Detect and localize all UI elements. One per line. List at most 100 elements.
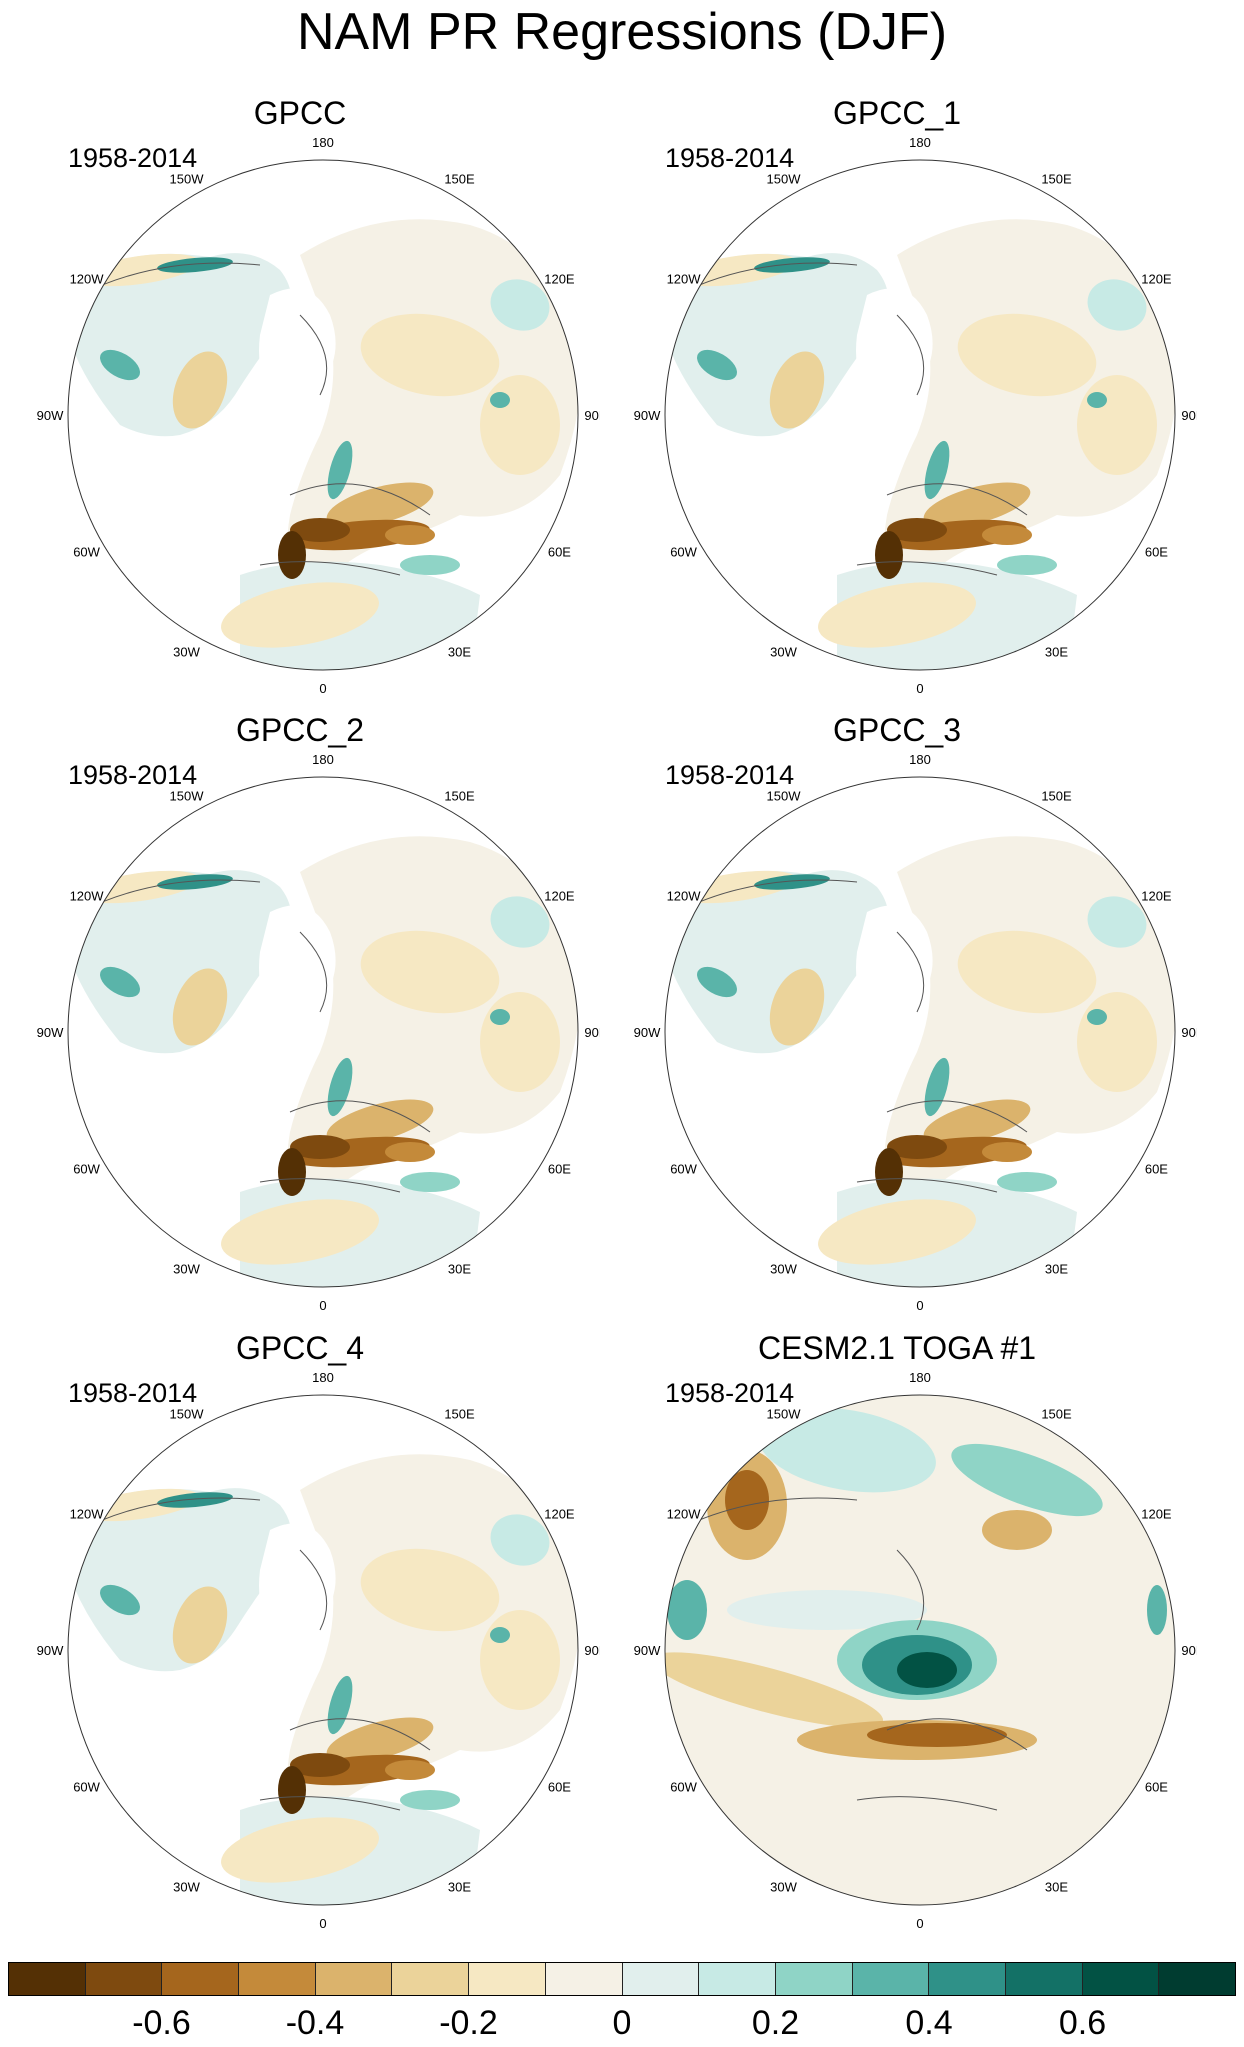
anomaly-patch <box>290 1753 350 1777</box>
longitude-label: 90E <box>584 1025 600 1040</box>
anomaly-patch <box>278 531 306 579</box>
anomaly-patch <box>769 968 825 1046</box>
longitude-label: 90E <box>1181 408 1197 423</box>
period-label: 1958-2014 <box>665 760 795 790</box>
anomaly-patch <box>697 966 737 998</box>
longitude-label: 60W <box>670 1162 697 1177</box>
longitude-label: 60W <box>670 1780 697 1795</box>
anomaly-patch <box>100 349 140 381</box>
longitude-label: 180 <box>312 752 334 767</box>
longitude-label: 180 <box>909 135 931 150</box>
anomaly-patch <box>400 1790 460 1810</box>
longitude-label: 30E <box>1045 1261 1068 1276</box>
anomaly-patch <box>326 482 434 528</box>
longitude-label: 120E <box>544 1507 575 1522</box>
longitude-label: 30E <box>1045 644 1068 659</box>
longitude-label: 60W <box>73 1780 100 1795</box>
longitude-label: 180 <box>312 135 334 150</box>
anomaly-patch <box>754 257 830 273</box>
longitude-label: 30E <box>448 1261 471 1276</box>
longitude-label: 90E <box>584 1643 600 1658</box>
longitude-label: 0 <box>319 681 326 696</box>
longitude-label: 150E <box>1041 1407 1072 1422</box>
longitude-label: 30W <box>770 1261 797 1276</box>
longitude-label: 150W <box>170 172 205 187</box>
anomaly-patch <box>1077 375 1157 475</box>
anomaly-patch <box>665 1652 884 1728</box>
longitude-label: 150E <box>444 1407 475 1422</box>
anomaly-patch <box>818 582 976 648</box>
anomaly-patch <box>923 1099 1031 1145</box>
map-panel: 180 150E 120E 90E 60E 30E 0 30W 60W 90W 120W 150W GP… <box>0 1330 600 1950</box>
anomaly-patch <box>490 896 550 948</box>
longitude-label: 150E <box>444 172 475 187</box>
colorbar-ticks: -0.6 -0.4 -0.2 0 0.2 0.4 0.6 <box>0 2004 1244 2044</box>
longitude-label: 0 <box>916 681 923 696</box>
longitude-label: 30W <box>770 644 797 659</box>
longitude-label: 30W <box>770 1879 797 1894</box>
colorbar-swatch <box>545 1963 623 1995</box>
longitude-label: 180 <box>909 1370 931 1385</box>
coastline <box>79 879 431 1193</box>
colorbar-swatch <box>852 1963 930 1995</box>
anomaly-patch <box>490 1514 550 1566</box>
longitude-label: 120W <box>667 272 702 287</box>
coastline <box>676 1497 1028 1811</box>
anomaly-patch <box>385 1760 435 1780</box>
anomaly-patch <box>221 1817 379 1883</box>
anomaly-patch <box>725 1470 769 1530</box>
colorbar-tick-label: 0.2 <box>751 2004 800 2042</box>
longitude-label: 60E <box>548 545 571 560</box>
anomaly-patch <box>221 1199 379 1265</box>
anomaly-patch <box>157 874 233 890</box>
map-boundary <box>664 159 1176 671</box>
period-label: 1958-2014 <box>68 760 198 790</box>
colorbar-tick-label: 0.6 <box>1058 2004 1107 2042</box>
polar-map: 180 150E 120E 90E 60E 30E 0 30W 60W 90W 120W 150W <box>634 135 1197 696</box>
map-panel: 180 150E 120E 90E 60E 30E 0 30W 60W 90W 120W 150W CE… <box>597 1330 1197 1950</box>
anomaly-patch <box>923 482 1031 528</box>
map-panel: 180 150E 120E 90E 60E 30E 0 30W 60W 90W 120W 150W GP… <box>0 95 600 715</box>
longitude-label: 120W <box>70 1507 105 1522</box>
longitude-label: 30E <box>1045 1879 1068 1894</box>
anomaly-patch <box>221 582 379 648</box>
north-america-land <box>665 870 889 1054</box>
north-america-land <box>68 1488 292 1672</box>
anomaly-patch <box>887 518 947 542</box>
polar-map: 180 150E 120E 90E 60E 30E 0 30W 60W 90W 120W 150W <box>634 1370 1197 1931</box>
longitude-label: 60E <box>1145 545 1168 560</box>
anomaly-patch <box>758 1407 936 1493</box>
colorbar-tick-label: 0.4 <box>905 2004 953 2042</box>
anomaly-patch <box>697 349 737 381</box>
colorbar-swatch <box>392 1963 470 1995</box>
anomaly-patch <box>480 1610 560 1710</box>
longitude-label: 120W <box>667 889 702 904</box>
arctic-ocean <box>259 1523 336 1643</box>
anomaly-patch <box>887 1135 947 1159</box>
longitude-label: 150W <box>767 172 802 187</box>
anomaly-patch <box>875 531 903 579</box>
anomaly-patch <box>1077 992 1157 1092</box>
longitude-label: 90W <box>37 1025 64 1040</box>
map-panel: 180 150E 120E 90E 60E 30E 0 30W 60W 90W 120W 150W GP… <box>597 95 1197 715</box>
map-boundary <box>67 1394 579 1906</box>
anomaly-patch <box>385 525 435 545</box>
coastline <box>79 262 431 576</box>
longitude-label: 30E <box>448 644 471 659</box>
longitude-label: 150E <box>1041 172 1072 187</box>
anomaly-patch <box>400 555 460 575</box>
longitude-label: 60W <box>73 1162 100 1177</box>
colorbar-swatch <box>699 1963 776 1995</box>
anomaly-patch <box>957 313 1097 397</box>
anomaly-patch <box>769 351 825 429</box>
longitude-label: 0 <box>916 1916 923 1931</box>
polar-map: 180 150E 120E 90E 60E 30E 0 30W 60W 90W 120W 150W <box>37 135 600 696</box>
anomaly-patch <box>290 1135 350 1159</box>
anomaly-patch <box>1087 392 1107 408</box>
anomaly-patch <box>172 351 228 429</box>
anomaly-patch <box>360 930 500 1014</box>
anomaly-patch <box>100 1584 140 1616</box>
longitude-label: 120W <box>667 1507 702 1522</box>
longitude-label: 120E <box>544 272 575 287</box>
longitude-label: 150W <box>767 1407 802 1422</box>
